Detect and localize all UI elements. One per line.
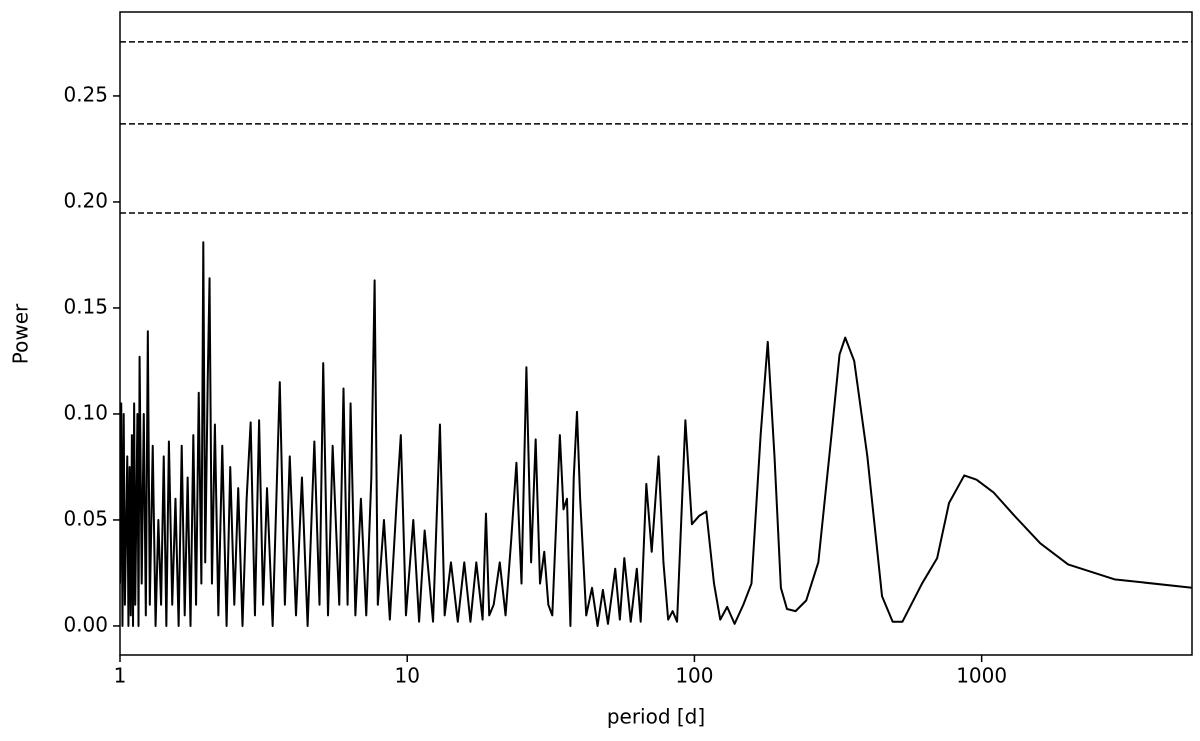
y-tick-label: 0.10	[63, 400, 108, 424]
x-tick-label: 1000	[956, 664, 1007, 688]
x-tick-label: 100	[675, 664, 713, 688]
y-axis-label: Power	[9, 303, 33, 364]
x-axis-label: period [d]	[607, 705, 705, 729]
y-tick-label: 0.05	[63, 506, 108, 530]
x-tick-label: 1	[114, 664, 127, 688]
y-tick-label: 0.25	[63, 82, 108, 106]
x-tick-label: 10	[394, 664, 419, 688]
plot-frame	[119, 11, 1193, 656]
series-line	[120, 241, 1192, 627]
y-tick-label: 0.00	[63, 612, 108, 636]
y-tick-label: 0.20	[63, 188, 108, 212]
y-tick-label: 0.15	[63, 294, 108, 318]
